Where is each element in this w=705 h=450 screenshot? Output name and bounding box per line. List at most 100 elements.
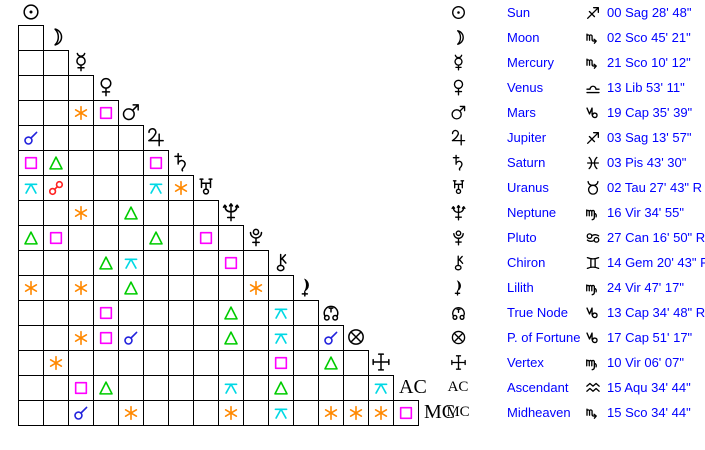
- mercury-icon: [68, 49, 93, 74]
- aqu-sign-icon: [583, 375, 603, 400]
- square-icon: [198, 230, 214, 246]
- planet-name: Mercury: [507, 55, 554, 70]
- aspect-cell: [293, 375, 319, 401]
- aspect-cell: [68, 275, 94, 301]
- pis-sign-icon: [583, 150, 603, 175]
- aspect-cell: [168, 375, 194, 401]
- gem-sign-icon: [583, 250, 603, 275]
- aspect-cell: [43, 150, 69, 176]
- lilith-icon: [445, 275, 471, 300]
- aspect-cell: [193, 400, 219, 426]
- pluto-icon: [243, 224, 268, 249]
- planet-position: 13 Cap 34' 48" R: [607, 305, 705, 320]
- aspect-cell: [143, 250, 169, 276]
- sun-icon: [18, 0, 43, 24]
- aspect-cell: [43, 375, 69, 401]
- sextile-icon: [23, 280, 39, 296]
- aspect-cell: [43, 75, 69, 101]
- aspect-cell: [143, 175, 169, 201]
- aspect-cell: [143, 350, 169, 376]
- planet-position: 27 Can 16' 50" R: [607, 230, 705, 245]
- aspect-cell: [93, 100, 119, 126]
- aspect-cell: [68, 150, 94, 176]
- aspect-cell: [68, 400, 94, 426]
- aspect-cell: [343, 400, 369, 426]
- aspect-cell: [118, 325, 144, 351]
- aspect-cell: [268, 300, 294, 326]
- aspect-cell: [318, 375, 344, 401]
- quincunx-icon: [273, 330, 289, 346]
- planet-position: 10 Vir 06' 07": [607, 355, 684, 370]
- aspect-cell: [168, 400, 194, 426]
- planet-name: True Node: [507, 305, 568, 320]
- aspect-cell: [293, 325, 319, 351]
- aspect-cell: [243, 375, 269, 401]
- sextile-icon: [73, 330, 89, 346]
- square-icon: [273, 355, 289, 371]
- aspect-cell: [43, 125, 69, 151]
- sextile-icon: [373, 405, 389, 421]
- square-icon: [48, 230, 64, 246]
- mercury-icon: [445, 50, 471, 75]
- planet-position: 16 Vir 34' 55": [607, 205, 684, 220]
- aspect-cell: [293, 350, 319, 376]
- mars-icon: [118, 99, 143, 124]
- aspect-cell: [168, 300, 194, 326]
- aspect-cell: [193, 200, 219, 226]
- aspect-cell: [118, 125, 144, 151]
- mars-icon: [445, 100, 471, 125]
- aspect-cell: [18, 200, 44, 226]
- aspect-cell: [143, 225, 169, 251]
- aspect-cell: [168, 200, 194, 226]
- aspect-cell: [243, 275, 269, 301]
- aspect-cell: [18, 375, 44, 401]
- aspect-cell: [268, 325, 294, 351]
- sag-sign-icon: [583, 0, 603, 25]
- vir-sign-icon: [583, 275, 603, 300]
- aspect-cell: [43, 400, 69, 426]
- aspect-cell: [18, 250, 44, 276]
- cap-sign-icon: [583, 325, 603, 350]
- aspect-cell: [118, 200, 144, 226]
- planet-position: 19 Cap 35' 39": [607, 105, 693, 120]
- lilith-icon: [293, 274, 318, 299]
- aspect-cell: [243, 325, 269, 351]
- aspect-cell: [368, 375, 394, 401]
- aspect-cell: [18, 25, 44, 51]
- sco-sign-icon: [583, 400, 603, 425]
- aspect-cell: [68, 325, 94, 351]
- planet-position: 02 Tau 27' 43" R: [607, 180, 703, 195]
- planet-position: 24 Vir 47' 17": [607, 280, 684, 295]
- neptune-icon: [218, 199, 243, 224]
- aspect-cell: [268, 375, 294, 401]
- opposition-icon: [48, 180, 64, 196]
- neptune-icon: [445, 200, 471, 225]
- aspect-cell: [368, 400, 394, 426]
- aspect-cell: [43, 350, 69, 376]
- aspect-cell: [343, 375, 369, 401]
- aspect-cell: [93, 175, 119, 201]
- uranus-icon: [445, 175, 471, 200]
- quincunx-icon: [373, 380, 389, 396]
- can-sign-icon: [583, 225, 603, 250]
- aspect-cell: [218, 325, 244, 351]
- trine-icon: [48, 155, 64, 171]
- aspect-cell: [43, 200, 69, 226]
- aspect-cell: [118, 375, 144, 401]
- aspect-cell: [68, 225, 94, 251]
- aspect-cell: [68, 175, 94, 201]
- aspect-cell: [218, 250, 244, 276]
- quincunx-icon: [123, 255, 139, 271]
- aspect-cell: [93, 350, 119, 376]
- aspect-cell: [218, 300, 244, 326]
- aspect-cell: [118, 350, 144, 376]
- aspect-cell: [143, 375, 169, 401]
- aspect-cell: [168, 350, 194, 376]
- sextile-icon: [323, 405, 339, 421]
- aspect-cell: [143, 325, 169, 351]
- chiron-icon: [445, 250, 471, 275]
- moon-icon: [445, 25, 471, 50]
- planet-name: Midheaven: [507, 405, 571, 420]
- fortune-icon: [343, 324, 368, 349]
